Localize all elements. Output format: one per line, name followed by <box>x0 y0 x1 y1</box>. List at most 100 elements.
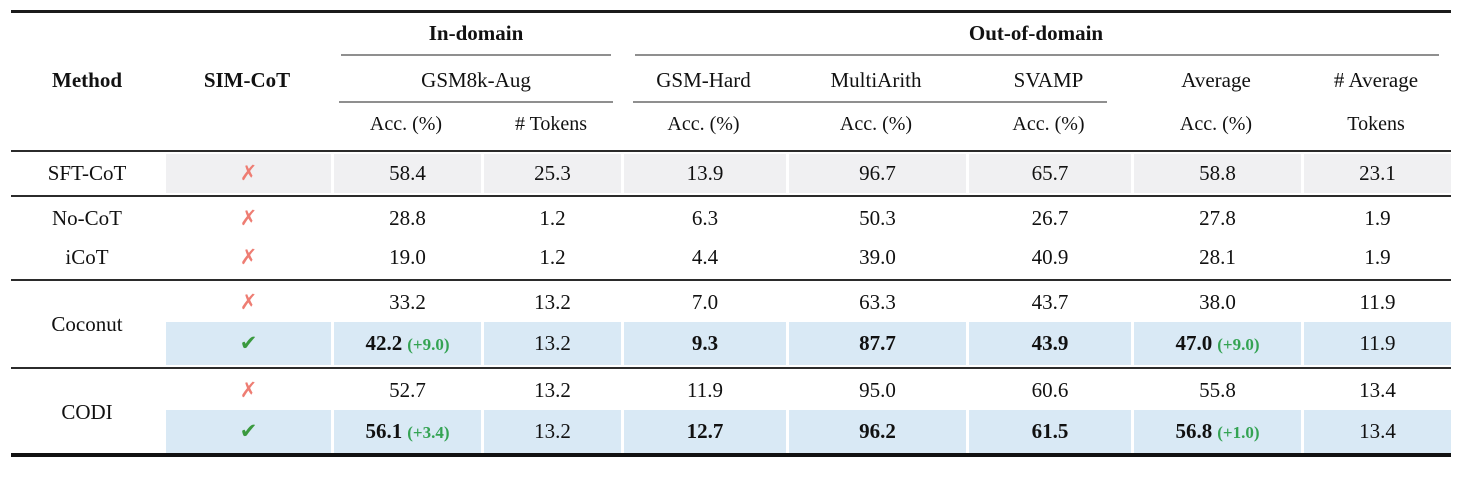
sim-cot-cell: ✗ <box>163 238 331 277</box>
value-cell: 12.7 <box>621 410 786 453</box>
value-cell: 13.2 <box>481 410 621 453</box>
col-unit-gsm8k-tokens: # Tokens <box>514 113 588 135</box>
value-cell: 1.9 <box>1301 199 1451 238</box>
value-cell: 42.2 (+9.0) <box>331 322 481 365</box>
sim-cot-cell: ✗ <box>163 154 331 193</box>
value-cell: 23.1 <box>1301 154 1451 193</box>
value-cell: 11.9 <box>621 371 786 410</box>
col-unit-average-tokens: Tokens <box>1347 113 1405 135</box>
delta-badge: (+3.4) <box>407 423 450 442</box>
cross-icon: ✗ <box>239 290 258 314</box>
value-cell: 1.2 <box>481 199 621 238</box>
value-cell: 56.8 (+1.0) <box>1131 410 1301 453</box>
col-header-average: Average <box>1181 68 1251 92</box>
group-header-in-domain: In-domain <box>331 13 621 60</box>
delta-badge: (+1.0) <box>1217 423 1260 442</box>
value-cell: 39.0 <box>786 238 966 277</box>
sim-cot-cell: ✗ <box>163 371 331 410</box>
section-rule <box>11 279 1451 281</box>
col-header-sim-cot: SIM-CoT <box>203 68 291 92</box>
header-row-groups: Method SIM-CoT In-domain Out-of-domain <box>11 13 1451 92</box>
value-cell: 13.2 <box>481 371 621 410</box>
col-header-method: Method <box>52 68 122 92</box>
value-cell: 6.3 <box>621 199 786 238</box>
group-header-out-of-domain: Out-of-domain <box>621 13 1451 60</box>
table-row-coconut-sim-cot: ✔ 42.2 (+9.0) 13.2 9.3 87.7 43.9 47.0 (+9.… <box>11 322 1451 365</box>
value-cell: 25.3 <box>481 154 621 193</box>
method-cell: No-CoT <box>11 199 163 238</box>
value-cell: 13.2 <box>481 322 621 365</box>
col-unit-svamp-acc: Acc. (%) <box>1012 113 1085 135</box>
value-cell: 52.7 <box>331 371 481 410</box>
method-cell: Coconut <box>11 283 163 365</box>
value-cell: 11.9 <box>1301 322 1451 365</box>
top-rule <box>11 10 1451 13</box>
header-row-units: Acc. (%) # Tokens Acc. (%) Acc. (%) Acc.… <box>11 107 1451 148</box>
results-table: Method SIM-CoT In-domain Out-of-domain G… <box>11 10 1451 457</box>
table-row-no-cot: No-CoT ✗ 28.8 1.2 6.3 50.3 26.7 27.8 1.9 <box>11 199 1451 238</box>
col-header-multiarith: MultiArith <box>786 60 966 107</box>
value-cell: 60.6 <box>966 371 1131 410</box>
value-cell: 56.1 (+3.4) <box>331 410 481 453</box>
table-row-icot: iCoT ✗ 19.0 1.2 4.4 39.0 40.9 28.1 1.9 <box>11 238 1451 277</box>
cross-icon: ✗ <box>239 206 258 230</box>
bottom-rule <box>11 453 1451 457</box>
cross-icon: ✗ <box>239 378 258 402</box>
value-cell: 13.9 <box>621 154 786 193</box>
col-header-svamp: SVAMP <box>966 60 1131 107</box>
value-cell: 26.7 <box>966 199 1131 238</box>
col-unit-average-acc: Acc. (%) <box>1179 113 1253 135</box>
section-rule <box>11 367 1451 369</box>
value-cell: 43.9 <box>966 322 1131 365</box>
section-rule <box>11 195 1451 197</box>
delta-badge: (+9.0) <box>407 335 450 354</box>
value-cell: 1.2 <box>481 238 621 277</box>
sim-cot-cell: ✗ <box>163 283 331 322</box>
cross-icon: ✗ <box>239 161 258 185</box>
value-cell: 40.9 <box>966 238 1131 277</box>
value-cell: 27.8 <box>1131 199 1301 238</box>
table-row-sft-cot: SFT-CoT ✗ 58.4 25.3 13.9 96.7 65.7 58.8 … <box>11 154 1451 193</box>
table-row-codi-base: CODI ✗ 52.7 13.2 11.9 95.0 60.6 55.8 13.… <box>11 371 1451 453</box>
cross-icon: ✗ <box>239 245 258 269</box>
sim-cot-cell: ✔ <box>163 410 331 453</box>
value-cell: 19.0 <box>331 238 481 277</box>
value-cell: 28.1 <box>1131 238 1301 277</box>
value-cell: 13.4 <box>1301 410 1451 453</box>
value-cell: 13.4 <box>1301 371 1451 410</box>
value-cell: 47.0 (+9.0) <box>1131 322 1301 365</box>
sim-cot-cell: ✔ <box>163 322 331 365</box>
col-header-num-average: # Average <box>1333 68 1419 92</box>
table-row-coconut-base: Coconut ✗ 33.2 13.2 7.0 63.3 43.7 38.0 1… <box>11 283 1451 365</box>
method-cell: CODI <box>11 371 163 453</box>
header-separator-rule <box>11 150 1451 152</box>
value-cell: 50.3 <box>786 199 966 238</box>
value-cell: 11.9 <box>1301 283 1451 322</box>
value-cell: 55.8 <box>1131 371 1301 410</box>
value-cell: 63.3 <box>786 283 966 322</box>
value-cell: 96.2 <box>786 410 966 453</box>
value-cell: 61.5 <box>966 410 1131 453</box>
value-cell: 96.7 <box>786 154 966 193</box>
check-icon: ✔ <box>239 419 258 443</box>
col-header-gsm8k-aug: GSM8k-Aug <box>331 60 621 107</box>
value-cell: 7.0 <box>621 283 786 322</box>
value-cell: 28.8 <box>331 199 481 238</box>
value-cell: 9.3 <box>621 322 786 365</box>
sim-cot-cell: ✗ <box>163 199 331 238</box>
table-row-codi-sim-cot: ✔ 56.1 (+3.4) 13.2 12.7 96.2 61.5 56.8 (+1… <box>11 410 1451 453</box>
value-cell: 58.8 <box>1131 154 1301 193</box>
col-unit-gsm-hard-acc: Acc. (%) <box>667 113 740 135</box>
value-cell: 1.9 <box>1301 238 1451 277</box>
value-cell: 33.2 <box>331 283 481 322</box>
method-cell: SFT-CoT <box>11 154 163 193</box>
value-cell: 43.7 <box>966 283 1131 322</box>
value-cell: 58.4 <box>331 154 481 193</box>
value-cell: 38.0 <box>1131 283 1301 322</box>
value-cell: 4.4 <box>621 238 786 277</box>
col-unit-multiarith-acc: Acc. (%) <box>839 113 913 135</box>
header-row-datasets: GSM8k-Aug GSM-Hard MultiArith SVAMP Aver… <box>11 60 1451 107</box>
method-cell: iCoT <box>11 238 163 277</box>
col-unit-gsm8k-acc: Acc. (%) <box>369 113 443 135</box>
